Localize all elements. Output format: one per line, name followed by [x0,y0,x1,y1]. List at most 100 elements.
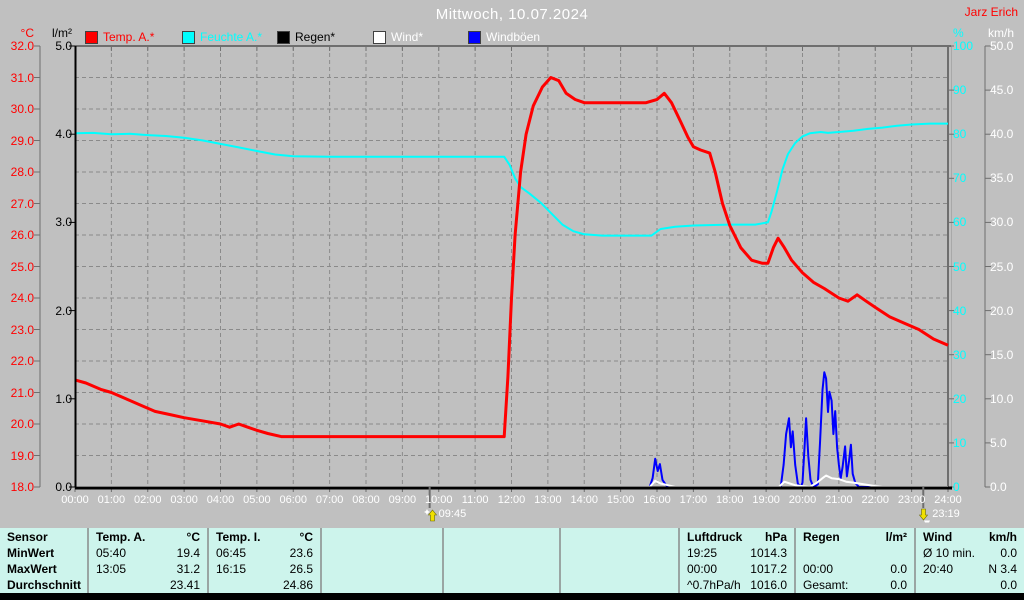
x-tick-label: 18:00 [715,494,744,506]
humidity-tick-label: 10 [953,435,967,450]
temp-tick-label: 24.0 [10,291,34,305]
legend-swatch-icon [277,30,290,44]
x-tick-label: 16:00 [643,494,671,506]
table-column-header [444,529,559,545]
page-title: Mittwoch, 10.07.2024 [435,6,589,23]
temp-tick-label: 25.0 [10,259,34,274]
table-cell: ^0.7hPa/h 1016.0 [680,577,794,593]
table-cell [561,561,678,577]
table-cell-time: 05:40 [96,546,127,560]
rain-tick-label: 2.0 [55,303,72,318]
table-cell-time: 20:40 [923,562,954,576]
humidity-tick-label: 20 [953,391,967,406]
table-cell: 13:05 31.2 [89,561,207,577]
event-marker: 23:19 [917,508,960,526]
table-cell: 05:40 19.4 [89,545,207,561]
table-column-unit: l/m² [885,530,907,544]
table-column-header: Temp. I. °C [209,529,320,545]
rain-tick-label: 4.0 [55,127,72,142]
x-tick-label: 24:00 [934,494,962,506]
table-cell [322,561,442,577]
table-column-temp-a-: Temp. A. °C 05:40 19.4 13:05 31.2 23.41 [87,528,207,593]
table-column-wind: Wind km/h Ø 10 min. 0.0 20:40 N 3.4 0.0 [914,528,1024,593]
table-cell: 23.41 [89,577,207,593]
wind-tick-label: 15.0 [990,347,1014,362]
legend-item-wind-: Wind* [373,30,423,44]
x-tick-label: 05:00 [243,494,271,506]
legend-swatch-icon [468,30,481,44]
temp-tick-label: 32.0 [10,39,34,53]
event-down-arrow-icon [919,508,931,523]
temp-tick-label: 21.0 [10,385,34,400]
x-tick-label: 03:00 [170,494,198,506]
event-marker: 09:45 [423,508,466,526]
table-cell: Ø 10 min. 0.0 [916,545,1024,561]
table-column-temp-i-: Temp. I. °C 06:45 23.6 16:15 26.5 24.86 [207,528,320,593]
table-cell: 00:00 1017.2 [680,561,794,577]
x-tick-label: 17:00 [679,494,708,506]
table-row-label-text: Durchschnitt [7,578,82,592]
legend-item-feuchte-a-: Feuchte A.* [182,30,262,44]
x-tick-label: 19:00 [752,494,780,506]
wind-tick-label: 50.0 [990,39,1014,53]
table-cell-value: 0.0 [890,562,907,576]
legend-item-regen-: Regen* [277,30,335,44]
table-cell-value: N 3.4 [988,562,1017,576]
table-column-name: Luftdruck [687,530,743,544]
x-tick-label: 08:00 [352,494,380,506]
table-column-name: Regen [803,530,840,544]
table-row-label: Sensor [0,529,87,545]
table-row-label: MinWert [0,545,87,561]
table-column-header [322,529,442,545]
rain-tick-label: 5.0 [55,39,72,53]
table-cell-time: 06:45 [216,546,247,560]
table-column-regen: Regen l/m² 00:00 0.0 Gesamt: 0.0 [794,528,914,593]
humidity-tick-label: 40 [953,303,967,318]
table-column-name: Temp. I. [216,530,261,544]
table-column-header: Wind km/h [916,529,1024,545]
legend-label: Windböen [486,30,541,44]
x-tick-label: 12:00 [497,494,526,506]
table-column-name: Wind [923,530,953,544]
table-column-unit: °C [299,530,313,544]
temp-tick-label: 18.0 [10,480,34,494]
wind-tick-label: 25.0 [990,259,1014,274]
temp-tick-label: 23.0 [10,322,34,337]
table-row-label: Durchschnitt [0,577,87,593]
x-tick-label: 09:00 [388,494,417,506]
legend-swatch-icon [85,30,98,44]
table-column-unit: km/h [988,530,1017,544]
wind-tick-label: 0.0 [990,480,1007,494]
x-tick-label: 06:00 [279,494,308,506]
table-row-label-text: MaxWert [7,562,57,576]
wind-tick-label: 30.0 [990,215,1014,230]
legend-item-temp-a-: Temp. A.* [85,30,154,44]
temp-tick-label: 30.0 [10,102,34,116]
table-cell: 0.0 [916,577,1024,593]
table-cell-value: 19.4 [176,546,200,560]
x-tick-label: 02:00 [133,494,162,506]
temp-tick-label: 29.0 [10,133,34,148]
temp-tick-label: 26.0 [10,228,34,242]
table-cell: 06:45 23.6 [209,545,320,561]
x-tick-label: 07:00 [315,494,344,506]
humidity-tick-label: 80 [953,127,967,142]
table-row-label-text: MinWert [7,546,55,560]
humidity-tick-label: 90 [953,83,967,98]
table-cell [796,545,914,561]
legend-item-windb-en: Windböen [468,30,540,44]
table-column-empty [442,528,559,593]
table-cell-value: 0.0 [1000,546,1017,560]
x-tick-label: 13:00 [534,494,562,506]
x-tick-label: 21:00 [825,494,853,506]
x-tick-label: 04:00 [206,494,235,506]
humidity-tick-label: 70 [953,171,967,186]
legend-label: Temp. A.* [103,30,155,44]
series-feuchte-a- [74,122,948,237]
x-tick-label: 22:00 [861,494,890,506]
table-cell-value: 0.0 [1000,578,1017,592]
x-tick-label: 15:00 [606,494,635,506]
legend-swatch-icon [373,30,386,44]
table-cell-value: 23.41 [169,578,200,592]
